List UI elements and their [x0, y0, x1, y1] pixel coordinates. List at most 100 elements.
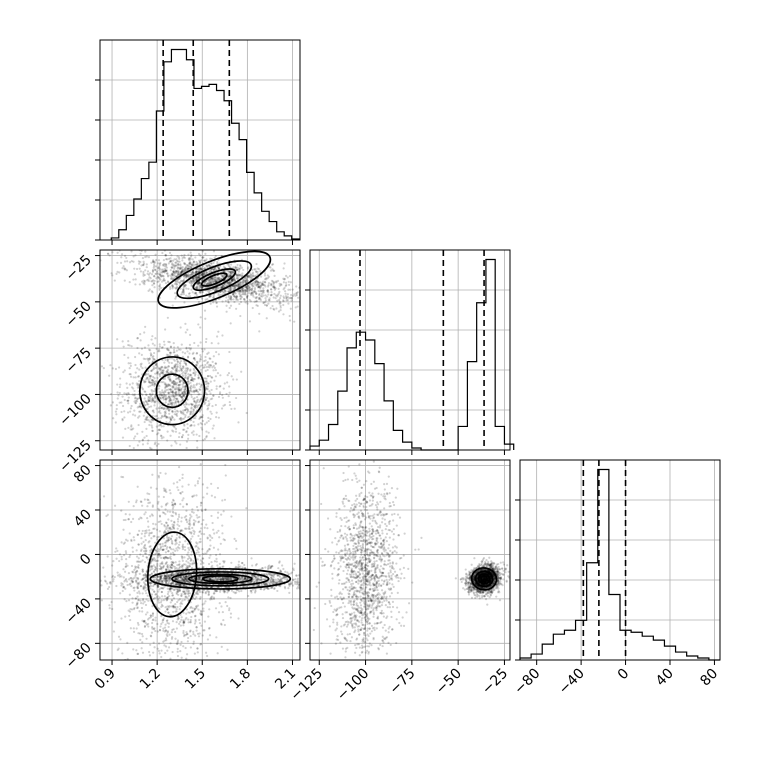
sample-point — [121, 417, 124, 421]
sample-point — [199, 341, 202, 344]
sample-point — [166, 557, 169, 560]
sample-point — [159, 412, 162, 415]
sample-point — [286, 295, 289, 299]
sample-point — [196, 270, 200, 273]
sample-point — [212, 268, 215, 272]
sample-point — [172, 394, 175, 397]
sample-point — [208, 627, 211, 630]
sample-point — [189, 386, 192, 390]
sample-point — [169, 274, 172, 277]
sample-point — [182, 279, 185, 282]
sample-point — [138, 283, 141, 286]
sample-point — [187, 574, 190, 577]
sample-point — [212, 281, 215, 284]
sample-point — [163, 383, 167, 386]
sample-point — [253, 580, 256, 583]
sample-point — [202, 609, 205, 613]
sample-point — [163, 541, 167, 544]
sample-point — [227, 265, 231, 268]
sample-point — [250, 291, 254, 294]
sample-point — [134, 242, 136, 244]
sample-point — [182, 291, 185, 294]
sample-point — [230, 375, 233, 378]
sample-point — [167, 518, 170, 521]
sample-point — [200, 259, 203, 262]
sample-point — [201, 414, 204, 417]
sample-point — [202, 271, 206, 274]
sample-point — [185, 446, 188, 450]
sample-point — [142, 264, 145, 267]
sample-point — [176, 600, 179, 604]
sample-point — [239, 280, 242, 283]
sample-point — [227, 290, 230, 293]
sample-point — [264, 285, 267, 288]
sample-point — [197, 281, 201, 284]
sample-point — [251, 293, 255, 296]
sample-point — [235, 284, 239, 287]
sample-point — [209, 357, 212, 360]
sample-point — [214, 275, 217, 278]
sample-point — [184, 540, 187, 543]
sample-point — [194, 402, 198, 405]
sample-point — [153, 279, 156, 283]
sample-point — [165, 269, 168, 273]
sample-point — [228, 350, 231, 354]
sample-point — [169, 398, 172, 401]
sample-point — [169, 277, 173, 280]
sample-point — [209, 364, 212, 367]
sample-point — [208, 271, 211, 274]
sample-point — [169, 384, 172, 387]
sample-point — [235, 378, 238, 381]
sample-point — [179, 326, 182, 329]
sample-point — [154, 380, 157, 383]
sample-point — [168, 526, 171, 529]
sample-point — [157, 280, 160, 283]
sample-point — [157, 262, 160, 265]
sample-point — [179, 293, 182, 296]
sample-point — [200, 286, 203, 289]
sample-point — [190, 531, 193, 534]
sample-point — [195, 626, 198, 629]
sample-point — [136, 386, 140, 389]
sample-point — [173, 502, 176, 505]
sample-point — [236, 277, 239, 280]
sample-point — [212, 424, 215, 427]
sample-point — [152, 266, 155, 269]
sample-point — [158, 402, 161, 405]
sample-point — [148, 545, 151, 548]
sample-point — [144, 579, 147, 582]
sample-point — [192, 633, 195, 636]
sample-point — [182, 293, 185, 296]
sample-point — [259, 297, 262, 300]
sample-point — [191, 281, 194, 285]
sample-point — [218, 385, 221, 388]
sample-point — [273, 292, 276, 296]
sample-point — [116, 383, 119, 386]
sample-point — [254, 564, 258, 567]
sample-point — [187, 403, 191, 406]
sample-point — [102, 366, 105, 370]
sample-point — [170, 259, 173, 262]
sample-point — [251, 273, 254, 276]
sample-point — [183, 274, 186, 278]
sample-point — [151, 284, 154, 287]
sample-point — [184, 284, 187, 287]
sample-point — [246, 296, 249, 300]
hist-2-xtick-label: 40 — [653, 666, 677, 690]
sample-point — [153, 382, 156, 385]
sample-point — [188, 520, 191, 523]
sample-point — [159, 397, 162, 400]
sample-point — [181, 268, 184, 272]
sample-point — [182, 411, 185, 414]
sample-point — [166, 634, 169, 638]
sample-point — [165, 272, 169, 275]
sample-point — [162, 371, 165, 374]
sample-point — [161, 595, 164, 598]
sample-point — [186, 265, 190, 268]
sample-point — [171, 523, 174, 526]
sample-point — [206, 382, 210, 385]
sample-point — [192, 357, 196, 360]
sample-point — [121, 436, 125, 439]
sample-point — [133, 397, 137, 400]
sample-point — [164, 412, 167, 415]
